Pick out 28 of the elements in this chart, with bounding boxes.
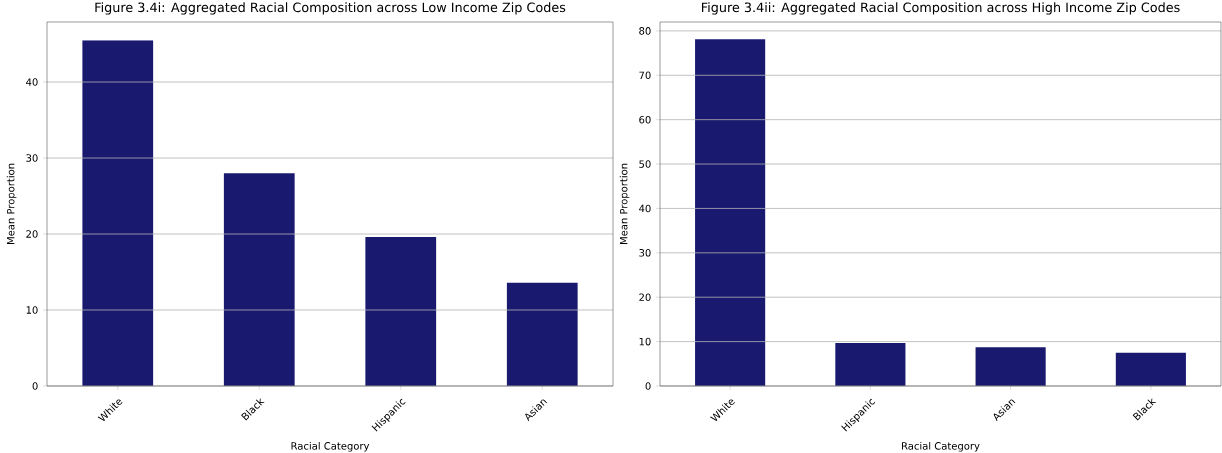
bar xyxy=(975,347,1046,386)
bar xyxy=(695,39,766,386)
y-tick-label: 10 xyxy=(639,337,651,346)
bar xyxy=(835,342,906,386)
bar xyxy=(82,40,154,386)
y-axis-title: Mean Proportion xyxy=(619,163,630,245)
chart-title: Figure 3.4ii: Aggregated Racial Composition across High Income Zip Codes xyxy=(702,2,1180,15)
bar xyxy=(1115,352,1186,386)
y-tick-label: 20 xyxy=(26,230,38,238)
chart-title: Figure 3.4i: Aggregated Racial Composition across Low Income Zip Codes xyxy=(95,2,566,15)
y-tick-label: 30 xyxy=(639,249,651,257)
y-tick-label: 0 xyxy=(645,382,651,390)
bar xyxy=(365,237,437,386)
bar xyxy=(506,282,578,386)
x-axis-title: Racial Category xyxy=(902,441,980,452)
y-axis-title: Mean Proportion xyxy=(6,163,17,245)
y-tick-label: 70 xyxy=(639,71,651,80)
y-tick-label: 40 xyxy=(639,204,651,213)
y-tick-label: 60 xyxy=(639,115,651,124)
y-tick-label: 30 xyxy=(26,154,38,162)
y-tick-label: 80 xyxy=(639,27,651,35)
y-tick-label: 0 xyxy=(32,382,38,390)
y-tick-label: 50 xyxy=(639,160,651,168)
y-tick-label: 20 xyxy=(639,293,651,301)
bar xyxy=(223,173,295,386)
y-tick-label: 40 xyxy=(26,78,38,86)
y-tick-label: 10 xyxy=(26,306,38,314)
x-axis-title: Racial Category xyxy=(291,441,370,452)
